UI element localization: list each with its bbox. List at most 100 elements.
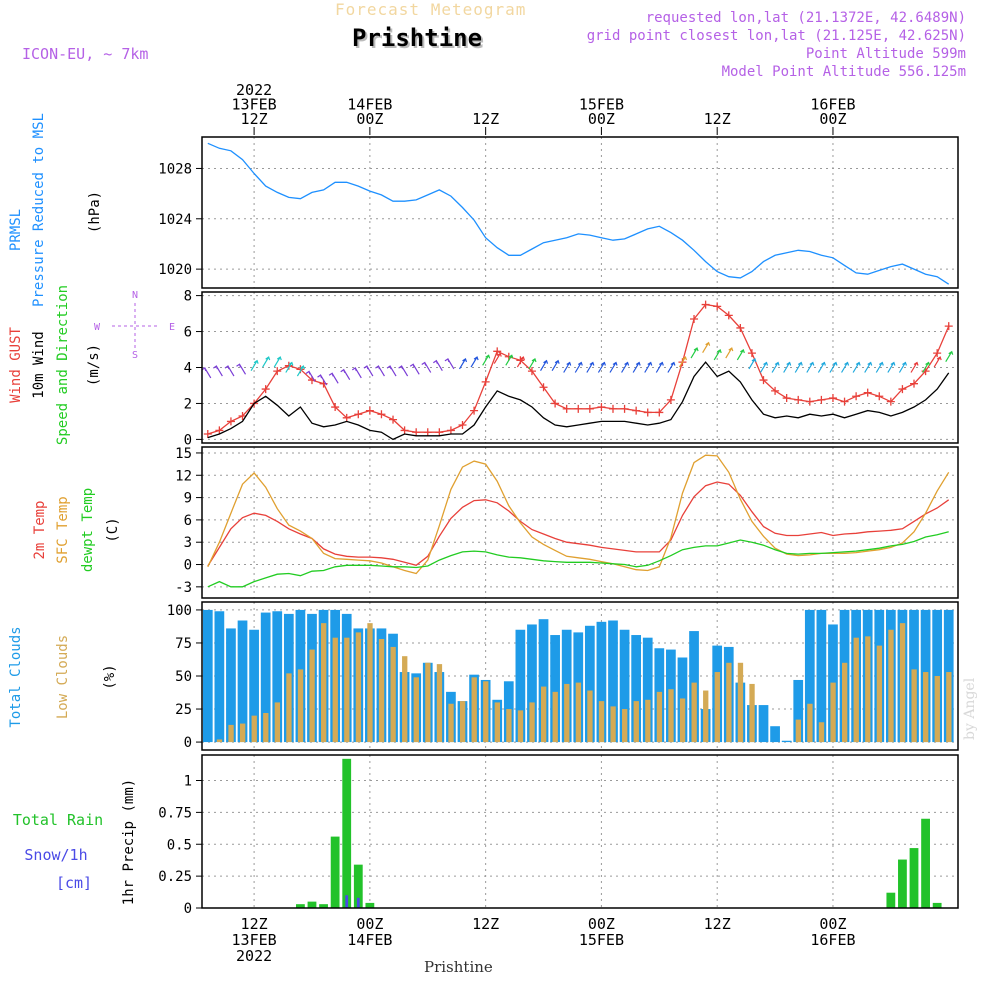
wind-arrow	[493, 352, 502, 364]
cloud-bar-total	[770, 726, 780, 743]
cloud-bar-low	[645, 699, 651, 743]
wind-arrow	[621, 361, 630, 373]
cloud-bar-total	[538, 619, 549, 743]
bottom-time-label: 14FEB	[347, 931, 392, 949]
wind-arrow	[317, 374, 328, 386]
cloud-bar-low	[402, 656, 408, 743]
cloud-bar-low	[876, 645, 883, 743]
info-line-2: grid point closest lon,lat (21.125E, 42.…	[586, 28, 966, 44]
bottom-time-label: 00Z	[588, 915, 615, 933]
compass-s: S	[132, 350, 138, 361]
cloud-bar-low	[841, 662, 848, 743]
series-line	[207, 454, 950, 575]
top-time-label: 12Z	[472, 110, 499, 128]
gust-marker	[933, 349, 942, 358]
y-axis-label: Total Clouds	[8, 626, 24, 727]
chart-title: Prishtine	[352, 24, 483, 52]
wind-arrow	[736, 348, 745, 361]
gust-marker	[365, 406, 374, 415]
cloud-bar-low	[483, 681, 489, 743]
panel-wind: 0 2 4 6 8 Wind GUST 10m Wind Speed and Directio…	[8, 285, 959, 448]
wind-arrow	[351, 366, 362, 379]
cloud-bar-total	[642, 637, 653, 743]
info-line-3: Point Altitude 599m	[805, 46, 966, 62]
gust-marker	[655, 408, 664, 417]
cloud-bar-low	[321, 623, 327, 743]
cloud-bar-low	[714, 672, 720, 743]
series-line	[207, 481, 950, 567]
cloud-bar-low	[610, 706, 616, 743]
y-tick-label: 6	[184, 513, 192, 529]
info-line-1: requested lon,lat (21.1372E, 42.6489N)	[645, 10, 966, 26]
wind-arrow	[852, 361, 861, 373]
gust-marker	[875, 392, 884, 401]
gust-marker	[736, 323, 745, 332]
bottom-time-label: 2022	[236, 947, 272, 965]
gust-marker	[794, 395, 803, 404]
gust-marker	[481, 377, 490, 386]
cloud-bar-total	[758, 705, 769, 743]
wind-arrow	[482, 354, 491, 366]
top-time-label: 13FEB	[232, 96, 277, 114]
top-time-label: 00Z	[356, 110, 383, 128]
cloud-bar-low	[471, 677, 477, 743]
panel-temperature: -3 0 3 6 9 12 15 2m Temp SFC Temp dewpt Temp (C)	[32, 446, 959, 599]
series-line	[207, 361, 950, 441]
wind-arrow	[678, 356, 688, 368]
wind-arrow	[864, 361, 873, 373]
y-tick-label: 4	[184, 361, 192, 377]
bottom-time-label: 00Z	[356, 915, 383, 933]
cloud-bar-low	[552, 691, 558, 743]
gust-marker	[852, 392, 861, 401]
cloud-bar-low	[297, 669, 304, 743]
cloud-bar-low	[216, 739, 223, 743]
gust-marker	[666, 395, 675, 404]
y-tick-label: 100	[167, 603, 192, 619]
wind-arrow	[505, 354, 514, 366]
y-axis-label: (C)	[105, 517, 121, 542]
panel-pressure: 1020 1024 1028 PRMSL Pressure Reduced to MSL…	[8, 113, 959, 307]
gust-marker	[261, 385, 270, 394]
gust-marker	[389, 415, 398, 424]
gust-marker	[412, 428, 421, 437]
wind-arrow	[305, 370, 316, 382]
gust-marker	[470, 406, 479, 415]
wind-arrow	[340, 368, 351, 380]
cloud-bar-low	[911, 669, 917, 743]
wind-arrow	[725, 347, 734, 359]
gust-marker	[828, 394, 837, 403]
gust-marker	[354, 410, 363, 419]
rain-bar	[921, 818, 930, 908]
chart-subtitle: Forecast Meteogram	[335, 0, 527, 19]
wind-arrow	[875, 361, 884, 373]
y-tick-label: 0	[184, 432, 192, 448]
gust-marker	[747, 349, 756, 358]
rain-bar	[886, 892, 896, 908]
rain-bar	[330, 836, 340, 908]
wind-arrow	[285, 361, 294, 373]
wind-arrow	[398, 365, 409, 377]
panel-precip: 0 0.25 0.5 0.75 1 Total Rain Snow/1h [cm] 1hr Pr…	[13, 754, 959, 917]
wind-arrow	[794, 361, 803, 373]
y-tick-label: 15	[175, 446, 192, 462]
y-axis-label: Snow/1h	[24, 846, 87, 864]
cloud-bar-low	[633, 701, 639, 743]
wind-arrow	[898, 361, 907, 373]
wind-arrow	[644, 361, 653, 373]
y-tick-label: 25	[175, 702, 192, 718]
cloud-bar-low	[622, 709, 628, 743]
compass-n: N	[132, 290, 138, 301]
wind-arrow	[945, 350, 954, 363]
rain-bar	[319, 904, 328, 908]
y-axis-label: [cm]	[56, 874, 92, 892]
cloud-bar-low	[818, 722, 825, 743]
panel-frame	[201, 136, 959, 289]
cloud-bar-low	[540, 686, 547, 743]
gust-marker	[493, 347, 502, 356]
rain-bar	[296, 904, 305, 908]
wind-arrow	[933, 356, 942, 368]
wind-arrow	[470, 356, 479, 368]
wind-arrow	[375, 365, 385, 377]
gust-marker	[400, 426, 409, 435]
gust-marker	[331, 403, 340, 412]
